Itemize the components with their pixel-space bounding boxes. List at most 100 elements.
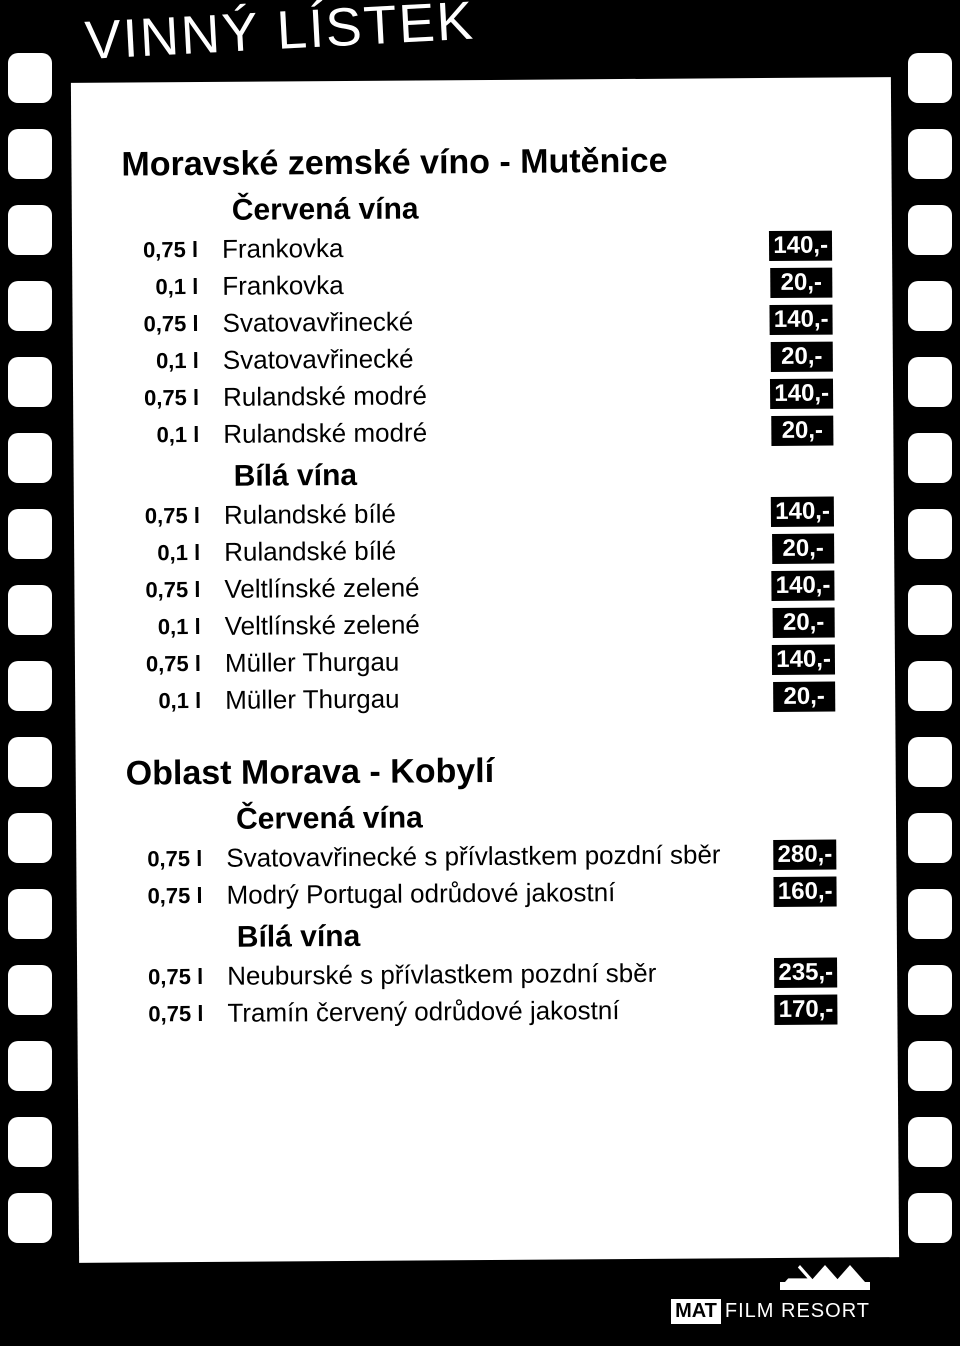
item-volume: 0,1 l (125, 687, 225, 714)
footer-brand-rest: FILM RESORT (725, 1300, 870, 1322)
film-sprocket-hole (908, 965, 952, 1015)
item-price: 20,- (770, 267, 832, 297)
film-sprocket-hole (8, 53, 52, 103)
film-sprocket-hole (8, 357, 52, 407)
item-volume: 0,75 l (122, 236, 222, 263)
menu-row: 0,1 lSvatovavřinecké20,- (123, 341, 833, 377)
film-sprocket-hole (8, 889, 52, 939)
item-price: 140,- (769, 230, 832, 260)
item-volume: 0,1 l (125, 613, 225, 640)
film-sprocket-hole (908, 889, 952, 939)
item-volume: 0,1 l (122, 273, 222, 300)
film-sprocket-hole (908, 509, 952, 559)
film-sprocket-hole (908, 53, 952, 103)
footer-brand-box: MAT (671, 1299, 721, 1324)
logo-mark-icon (780, 1260, 870, 1295)
section-heading: Oblast Morava - Kobylí (126, 750, 836, 794)
sub-heading: Červená vína (232, 190, 832, 228)
film-sprocket-hole (8, 1041, 52, 1091)
page-title: VINNÝ LÍSTEK (83, 0, 476, 72)
item-price: 20,- (773, 681, 835, 711)
item-price: 20,- (773, 607, 835, 637)
item-volume: 0,75 l (125, 650, 225, 677)
item-price: 140,- (770, 304, 833, 334)
item-price: 20,- (772, 533, 834, 563)
film-sprocket-hole (908, 205, 952, 255)
item-name: Veltlínské zelené (225, 607, 773, 642)
item-volume: 0,75 l (123, 384, 223, 411)
menu-row: 0,75 lTramín červený odrůdové jakostní17… (127, 994, 837, 1030)
item-volume: 0,1 l (123, 421, 223, 448)
item-price: 140,- (772, 644, 835, 674)
menu-row: 0,75 lSvatovavřinecké s přívlastkem pozd… (126, 839, 836, 875)
item-price: 20,- (771, 415, 833, 445)
menu-row: 0,1 lRulandské modré20,- (123, 415, 833, 451)
item-price: 20,- (771, 341, 833, 371)
film-sprocket-hole (8, 965, 52, 1015)
menu-row: 0,1 lFrankovka20,- (122, 267, 832, 303)
item-name: Svatovavřinecké s přívlastkem pozdní sbě… (226, 839, 773, 874)
item-name: Müller Thurgau (225, 681, 773, 716)
item-volume: 0,75 l (124, 502, 224, 529)
item-volume: 0,75 l (127, 1000, 227, 1027)
film-sprocket-hole (8, 509, 52, 559)
item-name: Rulandské bílé (224, 533, 772, 568)
menu-row: 0,75 lMüller Thurgau140,- (125, 644, 835, 680)
menu-row: 0,1 lVeltlínské zelené20,- (125, 607, 835, 643)
item-name: Rulandské bílé (224, 496, 772, 531)
item-name: Müller Thurgau (225, 644, 772, 679)
film-sprocket-hole (8, 205, 52, 255)
menu-row: 0,75 lVeltlínské zelené140,- (124, 570, 834, 606)
item-price: 160,- (774, 876, 837, 906)
film-sprockets-left (0, 0, 60, 1346)
item-name: Frankovka (222, 267, 770, 302)
film-sprocket-hole (8, 433, 52, 483)
film-sprocket-hole (8, 1193, 52, 1243)
section-heading: Moravské zemské víno - Mutěnice (121, 141, 831, 185)
footer-logo: MATFILM RESORT (671, 1260, 870, 1324)
film-sprockets-right (900, 0, 960, 1346)
film-sprocket-hole (8, 661, 52, 711)
item-name: Rulandské modré (223, 378, 771, 413)
menu-row: 0,1 lRulandské bílé20,- (124, 533, 834, 569)
film-sprocket-hole (908, 585, 952, 635)
item-name: Tramín červený odrůdové jakostní (227, 994, 774, 1029)
film-sprocket-hole (908, 1041, 952, 1091)
menu-row: 0,75 lRulandské modré140,- (123, 378, 833, 414)
film-sprocket-hole (8, 1117, 52, 1167)
menu-card: Moravské zemské víno - Mutěnice Červená v… (71, 77, 899, 1263)
sub-heading: Červená vína (236, 799, 836, 837)
item-volume: 0,75 l (126, 882, 226, 909)
item-price: 170,- (775, 994, 838, 1024)
film-sprocket-hole (8, 737, 52, 787)
film-sprocket-hole (908, 813, 952, 863)
item-name: Rulandské modré (223, 415, 771, 450)
item-price: 140,- (771, 496, 834, 526)
film-sprocket-hole (908, 281, 952, 331)
menu-row: 0,1 lMüller Thurgau20,- (125, 681, 835, 717)
footer-logo-text: MATFILM RESORT (671, 1299, 870, 1324)
menu-row: 0,75 lModrý Portugal odrůdové jakostní16… (126, 876, 836, 912)
item-name: Svatovavřinecké (222, 304, 769, 339)
film-sprocket-hole (908, 1117, 952, 1167)
menu-row: 0,75 lNeuburské s přívlastkem pozdní sbě… (127, 957, 837, 993)
film-sprocket-hole (908, 433, 952, 483)
item-name: Veltlínské zelené (224, 570, 772, 605)
item-volume: 0,75 l (122, 310, 222, 337)
film-sprocket-hole (908, 129, 952, 179)
sub-heading: Bílá vína (237, 917, 837, 955)
film-sprocket-hole (8, 813, 52, 863)
item-volume: 0,75 l (127, 963, 227, 990)
film-sprocket-hole (8, 281, 52, 331)
item-price: 280,- (773, 839, 836, 869)
film-sprocket-hole (908, 661, 952, 711)
item-volume: 0,1 l (123, 347, 223, 374)
item-name: Svatovavřinecké (223, 341, 771, 376)
menu-row: 0,75 lFrankovka140,- (122, 230, 832, 266)
menu-row: 0,75 lSvatovavřinecké140,- (122, 304, 832, 340)
film-sprocket-hole (8, 129, 52, 179)
film-sprocket-hole (908, 1193, 952, 1243)
item-price: 140,- (770, 378, 833, 408)
menu-row: 0,75 lRulandské bílé140,- (124, 496, 834, 532)
item-volume: 0,75 l (126, 845, 226, 872)
